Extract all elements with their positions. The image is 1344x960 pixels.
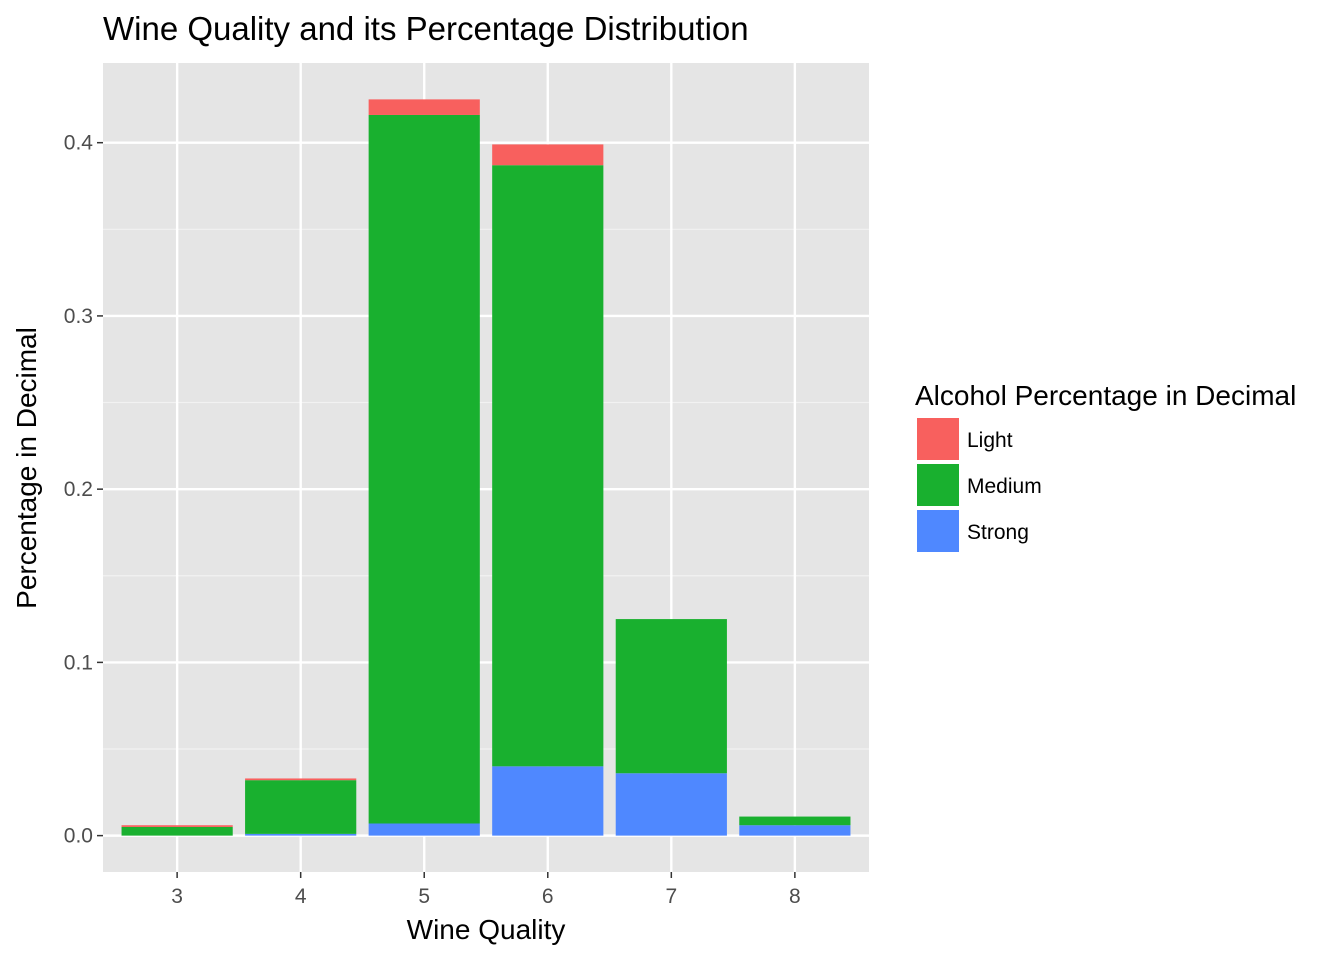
bar-medium-6 xyxy=(492,165,604,767)
legend-swatch-strong xyxy=(917,510,959,552)
chart-title: Wine Quality and its Percentage Distribu… xyxy=(103,10,749,47)
bar-medium-8 xyxy=(739,816,851,826)
legend-label-light: Light xyxy=(967,429,1013,452)
y-tick-label: 0.4 xyxy=(64,132,94,155)
bar-strong-7 xyxy=(615,773,727,836)
x-tick-label: 6 xyxy=(542,885,554,908)
legend-label-strong: Strong xyxy=(967,521,1029,544)
legend-label-medium: Medium xyxy=(967,475,1042,498)
legend-title: Alcohol Percentage in Decimal xyxy=(915,380,1296,411)
bars xyxy=(121,99,851,836)
x-tick-label: 3 xyxy=(171,885,183,908)
legend-swatch-medium xyxy=(917,464,959,506)
x-axis-title: Wine Quality xyxy=(407,914,566,945)
bar-light-3 xyxy=(121,825,233,827)
bar-light-6 xyxy=(492,144,604,166)
bar-strong-5 xyxy=(368,823,480,836)
x-tick-label: 5 xyxy=(418,885,430,908)
bar-medium-5 xyxy=(368,114,480,824)
x-axis: 3 4 5 6 7 8 xyxy=(171,872,801,908)
y-axis-title: Percentage in Decimal xyxy=(11,327,42,609)
y-tick-label: 0.0 xyxy=(64,825,93,848)
y-axis: 0.0 0.1 0.2 0.3 0.4 xyxy=(64,132,103,848)
bar-strong-6 xyxy=(492,766,604,836)
bar-light-4 xyxy=(245,778,357,781)
x-tick-label: 8 xyxy=(789,885,801,908)
bar-light-5 xyxy=(368,99,480,115)
x-tick-label: 4 xyxy=(295,885,307,908)
bar-medium-7 xyxy=(615,619,727,774)
x-tick-label: 7 xyxy=(665,885,677,908)
bar-strong-8 xyxy=(739,825,851,836)
y-tick-label: 0.3 xyxy=(64,305,93,328)
bar-medium-3 xyxy=(121,826,233,836)
y-tick-label: 0.1 xyxy=(64,651,93,674)
legend-swatch-light xyxy=(917,418,959,460)
y-tick-label: 0.2 xyxy=(64,478,93,501)
bar-strong-4 xyxy=(245,833,357,836)
bar-medium-4 xyxy=(245,780,357,834)
legend: Alcohol Percentage in Decimal Light Mediu… xyxy=(915,380,1296,552)
plot-panel xyxy=(103,63,869,872)
